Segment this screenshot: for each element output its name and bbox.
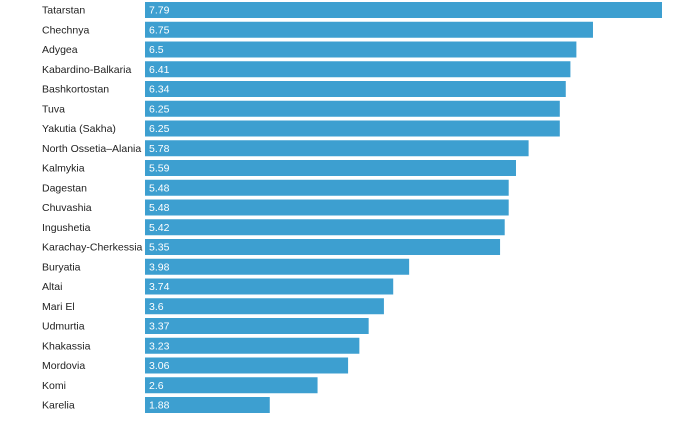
data-label: 5.48 bbox=[149, 202, 170, 214]
category-label: Mordovia bbox=[42, 360, 85, 372]
bar bbox=[145, 21, 593, 38]
data-label: 5.59 bbox=[149, 163, 170, 175]
category-label: Kabardino-Balkaria bbox=[42, 64, 131, 76]
category-label: Chuvashia bbox=[42, 202, 92, 214]
bar bbox=[145, 318, 369, 334]
data-label: 3.6 bbox=[149, 301, 164, 313]
category-label: Bashkortostan bbox=[42, 84, 109, 96]
data-label: 1.88 bbox=[149, 400, 170, 412]
category-label: Tatarstan bbox=[42, 5, 85, 17]
bar bbox=[145, 298, 384, 315]
bar bbox=[145, 219, 505, 236]
category-label: Altai bbox=[42, 281, 62, 293]
category-label: North Ossetia–Alania bbox=[42, 143, 141, 155]
bar bbox=[145, 199, 509, 216]
bar bbox=[145, 2, 662, 18]
category-label: Tuva bbox=[42, 103, 65, 115]
bar bbox=[145, 41, 577, 58]
data-label: 3.74 bbox=[149, 281, 170, 293]
data-label: 6.41 bbox=[149, 64, 170, 76]
bar bbox=[145, 357, 349, 374]
category-label: Udmurtia bbox=[42, 321, 85, 333]
bar bbox=[145, 81, 566, 97]
data-label: 5.48 bbox=[149, 182, 170, 194]
bar bbox=[145, 239, 501, 255]
bar bbox=[145, 140, 529, 157]
data-label: 6.25 bbox=[149, 123, 170, 135]
data-label: 3.37 bbox=[149, 321, 170, 333]
bar bbox=[145, 179, 509, 196]
data-label: 5.42 bbox=[149, 222, 170, 234]
data-label: 6.25 bbox=[149, 103, 170, 115]
bar bbox=[145, 160, 516, 176]
data-label: 7.79 bbox=[149, 5, 170, 17]
data-label: 2.6 bbox=[149, 380, 164, 392]
data-label: 5.78 bbox=[149, 143, 170, 155]
data-label: 3.06 bbox=[149, 360, 170, 372]
category-label: Karelia bbox=[42, 400, 75, 412]
category-label: Buryatia bbox=[42, 261, 81, 273]
category-label: Dagestan bbox=[42, 182, 87, 194]
bar bbox=[145, 258, 410, 275]
category-label: Yakutia (Sakha) bbox=[42, 123, 116, 135]
data-label: 6.34 bbox=[149, 84, 170, 96]
bar bbox=[145, 120, 560, 137]
bar bbox=[145, 61, 571, 78]
category-label: Khakassia bbox=[42, 340, 91, 352]
data-label: 6.75 bbox=[149, 24, 170, 36]
category-label: Komi bbox=[42, 380, 66, 392]
data-label: 3.98 bbox=[149, 261, 170, 273]
data-label: 5.35 bbox=[149, 242, 170, 254]
data-label: 3.23 bbox=[149, 340, 170, 352]
category-label: Ingushetia bbox=[42, 222, 91, 234]
bar bbox=[145, 337, 360, 354]
category-label: Karachay-Cherkessia bbox=[42, 242, 143, 254]
bar bbox=[145, 100, 560, 117]
category-label: Adygea bbox=[42, 44, 78, 56]
bar bbox=[145, 377, 318, 394]
category-label: Kalmykia bbox=[42, 163, 85, 175]
category-label: Mari El bbox=[42, 301, 75, 313]
bar bbox=[145, 278, 394, 295]
category-label: Chechnya bbox=[42, 24, 89, 36]
data-label: 6.5 bbox=[149, 44, 164, 56]
bar bbox=[145, 397, 270, 413]
